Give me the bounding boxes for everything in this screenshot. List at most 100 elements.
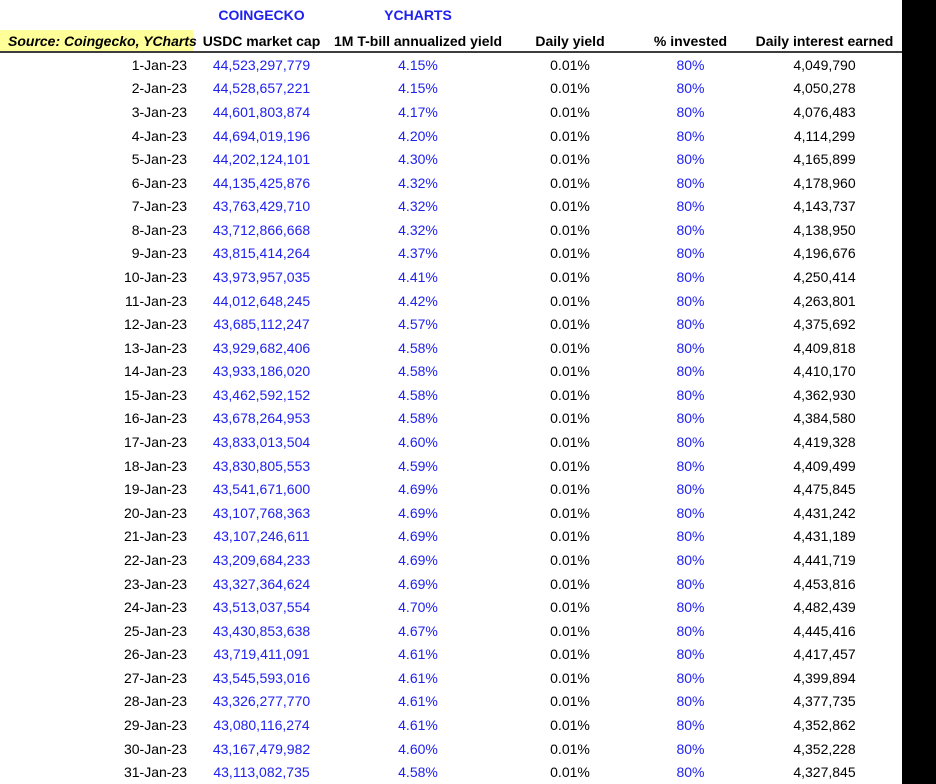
cell-interest-earned[interactable]: 4,165,899 <box>793 151 856 168</box>
cell-pct-invested[interactable]: 80% <box>676 363 705 380</box>
cell-tbill-yield[interactable]: 4.42% <box>398 292 438 309</box>
cell-market-cap[interactable]: 43,830,805,553 <box>212 457 311 474</box>
cell-market-cap[interactable]: 43,678,264,953 <box>212 410 311 427</box>
cell-interest-earned[interactable]: 4,263,801 <box>793 292 856 309</box>
cell-date[interactable]: 5-Jan-23 <box>131 151 187 168</box>
cell-market-cap[interactable]: 43,545,593,016 <box>212 669 311 686</box>
cell-date[interactable]: 12-Jan-23 <box>123 316 187 333</box>
cell-daily-yield[interactable]: 0.01% <box>550 575 590 592</box>
cell-pct-invested[interactable]: 80% <box>676 339 705 356</box>
cell-tbill-yield[interactable]: 4.41% <box>398 268 438 285</box>
cell-pct-invested[interactable]: 80% <box>676 551 705 568</box>
cell-interest-earned[interactable]: 4,114,299 <box>793 127 856 144</box>
cell-tbill-yield[interactable]: 4.30% <box>398 151 438 168</box>
cell-market-cap[interactable]: 43,929,682,406 <box>212 339 311 356</box>
cell-pct-invested[interactable]: 80% <box>676 740 705 757</box>
cell-date[interactable]: 10-Jan-23 <box>123 268 187 285</box>
cell-pct-invested[interactable]: 80% <box>676 764 705 781</box>
cell-market-cap[interactable]: 43,462,592,152 <box>212 386 311 403</box>
cell-tbill-yield[interactable]: 4.58% <box>398 339 438 356</box>
cell-pct-invested[interactable]: 80% <box>676 292 705 309</box>
cell-interest-earned[interactable]: 4,419,328 <box>793 434 856 451</box>
cell-daily-yield[interactable]: 0.01% <box>550 457 590 474</box>
cell-date[interactable]: 18-Jan-23 <box>123 457 187 474</box>
cell-interest-earned[interactable]: 4,178,960 <box>793 174 856 191</box>
column-header-market-cap[interactable]: USDC market cap <box>193 30 330 53</box>
cell-market-cap[interactable]: 43,209,684,233 <box>212 551 311 568</box>
cell-interest-earned[interactable]: 4,384,580 <box>793 410 856 427</box>
cell-pct-invested[interactable]: 80% <box>676 528 705 545</box>
cell-market-cap[interactable]: 44,523,297,779 <box>212 56 311 73</box>
cell-date[interactable]: 22-Jan-23 <box>123 551 187 568</box>
cell-daily-yield[interactable]: 0.01% <box>550 174 590 191</box>
cell-date[interactable]: 27-Jan-23 <box>123 669 187 686</box>
cell-pct-invested[interactable]: 80% <box>676 127 705 144</box>
cell-market-cap[interactable]: 43,430,853,638 <box>212 622 311 639</box>
cell-tbill-yield[interactable]: 4.17% <box>398 103 438 120</box>
cell-daily-yield[interactable]: 0.01% <box>550 740 590 757</box>
cell-daily-yield[interactable]: 0.01% <box>550 198 590 215</box>
cell-date[interactable]: 30-Jan-23 <box>123 740 187 757</box>
cell-daily-yield[interactable]: 0.01% <box>550 410 590 427</box>
column-header-pct-invested[interactable]: % invested <box>634 30 747 53</box>
cell-date[interactable]: 31-Jan-23 <box>123 764 187 781</box>
cell-date[interactable]: 24-Jan-23 <box>123 599 187 616</box>
cell-daily-yield[interactable]: 0.01% <box>550 551 590 568</box>
cell-pct-invested[interactable]: 80% <box>676 151 705 168</box>
coingecko-source-label[interactable]: COINGECKO <box>218 7 305 23</box>
cell-daily-yield[interactable]: 0.01% <box>550 221 590 238</box>
cell-date[interactable]: 19-Jan-23 <box>123 481 187 498</box>
cell-interest-earned[interactable]: 4,250,414 <box>793 268 856 285</box>
cell-market-cap[interactable]: 44,202,124,101 <box>212 151 311 168</box>
cell-date[interactable]: 8-Jan-23 <box>131 221 187 238</box>
cell-interest-earned[interactable]: 4,352,862 <box>793 716 856 733</box>
cell-daily-yield[interactable]: 0.01% <box>550 528 590 545</box>
cell-tbill-yield[interactable]: 4.69% <box>398 481 438 498</box>
cell-market-cap[interactable]: 44,528,657,221 <box>212 80 311 97</box>
cell-tbill-yield[interactable]: 4.69% <box>398 528 438 545</box>
cell-interest-earned[interactable]: 4,352,228 <box>793 740 856 757</box>
cell-interest-earned[interactable]: 4,441,719 <box>793 551 856 568</box>
cell-market-cap[interactable]: 43,973,957,035 <box>212 268 311 285</box>
cell-pct-invested[interactable]: 80% <box>676 575 705 592</box>
cell-tbill-yield[interactable]: 4.60% <box>398 740 438 757</box>
cell-pct-invested[interactable]: 80% <box>676 669 705 686</box>
cell-market-cap[interactable]: 43,719,411,091 <box>213 646 310 663</box>
cell-market-cap[interactable]: 43,513,037,554 <box>212 599 311 616</box>
cell-pct-invested[interactable]: 80% <box>676 268 705 285</box>
cell-interest-earned[interactable]: 4,377,735 <box>793 693 856 710</box>
cell-tbill-yield[interactable]: 4.69% <box>398 551 438 568</box>
cell-market-cap[interactable]: 44,012,648,245 <box>212 292 311 309</box>
cell-pct-invested[interactable]: 80% <box>676 504 705 521</box>
cell-daily-yield[interactable]: 0.01% <box>550 363 590 380</box>
cell-daily-yield[interactable]: 0.01% <box>550 764 590 781</box>
column-header-daily-yield[interactable]: Daily yield <box>506 30 634 53</box>
cell-interest-earned[interactable]: 4,399,894 <box>793 669 856 686</box>
cell-interest-earned[interactable]: 4,431,242 <box>793 504 856 521</box>
cell-interest-earned[interactable]: 4,445,416 <box>793 622 856 639</box>
cell-market-cap[interactable]: 43,327,364,624 <box>212 575 311 592</box>
column-header-tbill-yield[interactable]: 1M T-bill annualized yield <box>330 30 506 53</box>
cell-tbill-yield[interactable]: 4.69% <box>398 575 438 592</box>
cell-tbill-yield[interactable]: 4.58% <box>398 764 438 781</box>
cell-interest-earned[interactable]: 4,375,692 <box>793 316 856 333</box>
cell-date[interactable]: 28-Jan-23 <box>123 693 187 710</box>
cell-interest-earned[interactable]: 4,410,170 <box>793 363 856 380</box>
cell-daily-yield[interactable]: 0.01% <box>550 56 590 73</box>
cell-tbill-yield[interactable]: 4.32% <box>398 174 438 191</box>
cell-date[interactable]: 3-Jan-23 <box>131 103 187 120</box>
cell-market-cap[interactable]: 43,107,768,363 <box>212 504 311 521</box>
cell-pct-invested[interactable]: 80% <box>676 599 705 616</box>
cell-daily-yield[interactable]: 0.01% <box>550 339 590 356</box>
cell-daily-yield[interactable]: 0.01% <box>550 245 590 262</box>
cell-tbill-yield[interactable]: 4.70% <box>398 599 438 616</box>
cell-tbill-yield[interactable]: 4.61% <box>398 669 438 686</box>
cell-tbill-yield[interactable]: 4.59% <box>398 457 438 474</box>
cell-date[interactable]: 17-Jan-23 <box>123 434 187 451</box>
cell-pct-invested[interactable]: 80% <box>676 410 705 427</box>
cell-date[interactable]: 13-Jan-23 <box>123 339 187 356</box>
cell-daily-yield[interactable]: 0.01% <box>550 669 590 686</box>
cell-interest-earned[interactable]: 4,475,845 <box>793 481 856 498</box>
cell-date[interactable]: 14-Jan-23 <box>123 363 187 380</box>
cell-daily-yield[interactable]: 0.01% <box>550 599 590 616</box>
